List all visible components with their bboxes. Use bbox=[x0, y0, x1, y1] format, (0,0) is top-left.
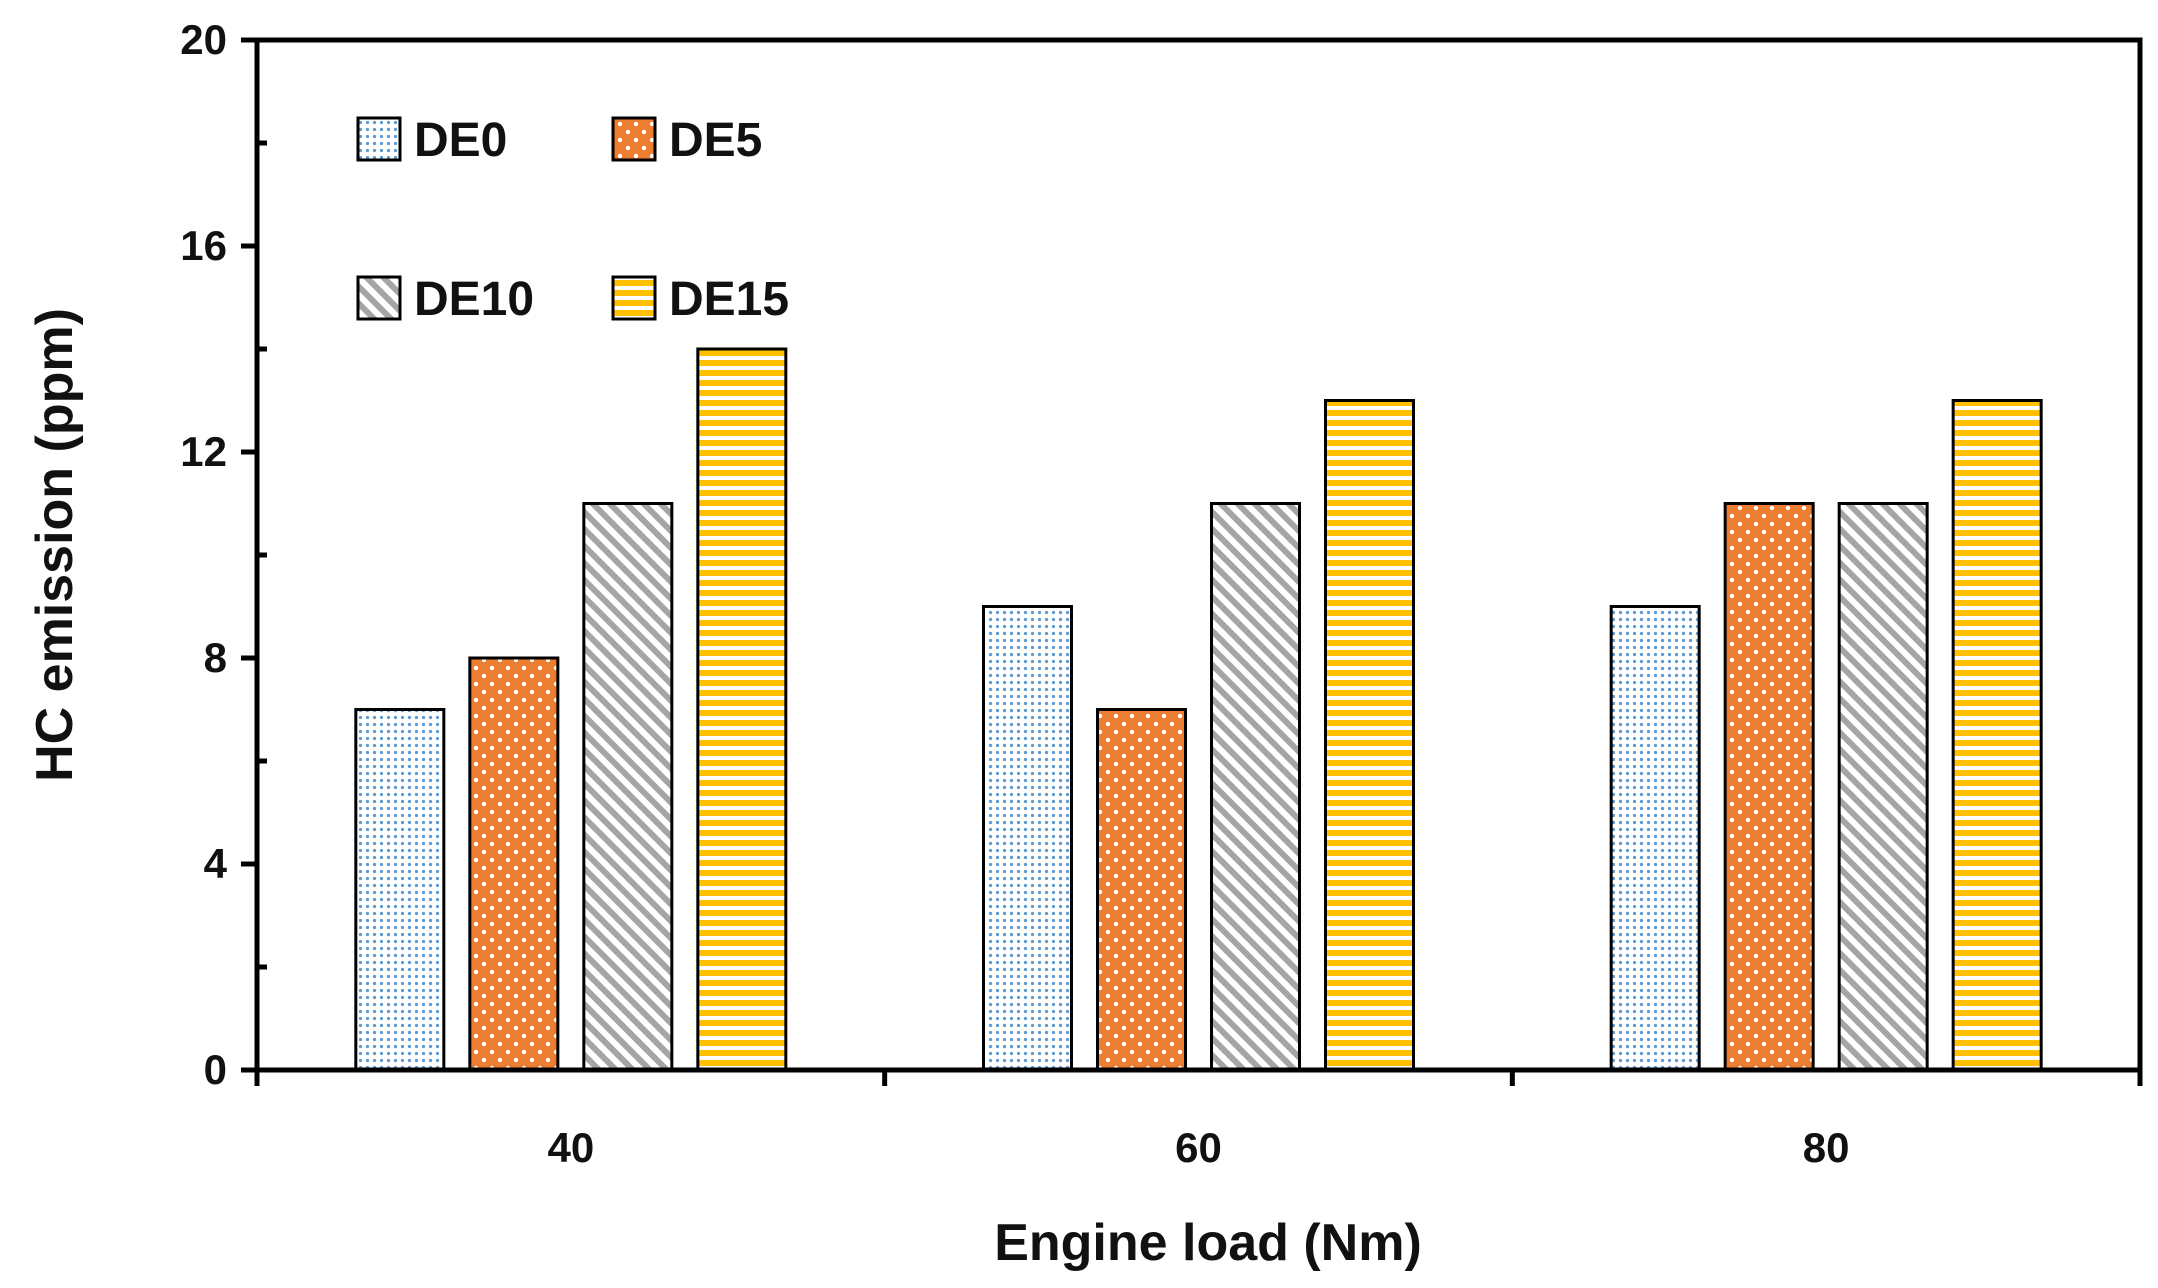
y-tick-label: 12 bbox=[180, 428, 227, 475]
y-tick-label: 16 bbox=[180, 222, 227, 269]
bar-de10-40 bbox=[582, 502, 674, 1072]
axes: 0 4 8 12 16 20 40 60 80 bbox=[180, 16, 2143, 1171]
y-tick-label: 0 bbox=[204, 1046, 227, 1093]
legend-label-de10: DE10 bbox=[414, 273, 534, 326]
x-tick-label: 80 bbox=[1803, 1124, 1850, 1171]
bars bbox=[354, 347, 2043, 1072]
y-tick-label: 8 bbox=[204, 634, 227, 681]
legend-swatch-de10 bbox=[356, 275, 402, 321]
legend-swatch-de5 bbox=[611, 116, 657, 162]
legend-swatch-de0 bbox=[356, 116, 402, 162]
legend-swatch-de15 bbox=[611, 275, 657, 321]
legend: DE0 DE5 DE10 DE15 bbox=[356, 114, 789, 326]
legend-label-de0: DE0 bbox=[414, 114, 507, 167]
y-tick-label: 20 bbox=[180, 16, 227, 63]
x-tick-label: 60 bbox=[1175, 1124, 1222, 1171]
bar-de0-40 bbox=[354, 708, 446, 1072]
bar-de10-60 bbox=[1210, 502, 1301, 1072]
x-axis-title: Engine load (Nm) bbox=[994, 1214, 1422, 1272]
y-axis-title: HC emission (ppm) bbox=[26, 308, 84, 782]
bar-de0-60 bbox=[982, 605, 1073, 1072]
legend-label-de15: DE15 bbox=[669, 273, 789, 326]
bar-de5-60 bbox=[1096, 708, 1187, 1072]
bar-de5-80 bbox=[1723, 502, 1815, 1072]
bar-de10-80 bbox=[1837, 502, 1929, 1072]
bar-de15-60 bbox=[1324, 399, 1415, 1072]
bar-de5-40 bbox=[468, 656, 560, 1072]
x-tick-label: 40 bbox=[547, 1124, 594, 1171]
y-tick-label: 4 bbox=[204, 840, 228, 887]
bar-de0-80 bbox=[1609, 605, 1701, 1072]
bar-de15-80 bbox=[1951, 399, 2043, 1072]
bar-de15-40 bbox=[696, 347, 788, 1072]
legend-label-de5: DE5 bbox=[669, 114, 762, 167]
